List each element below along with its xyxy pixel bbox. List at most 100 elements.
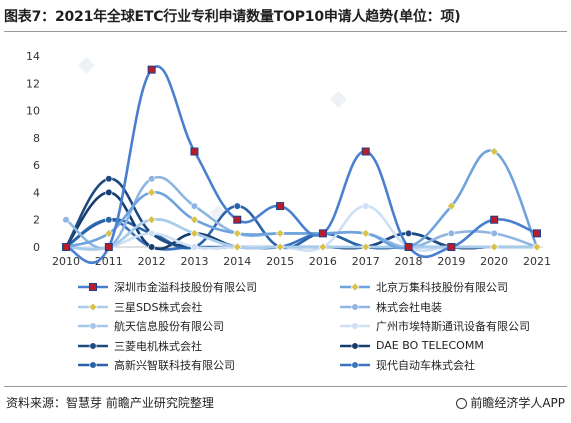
data-point bbox=[361, 242, 371, 252]
legend-label: 北京万集科技股份有限公司 bbox=[376, 281, 508, 294]
data-point bbox=[190, 228, 199, 238]
legend-item: 高新兴智联科技有限公司 bbox=[78, 356, 235, 374]
data-point bbox=[275, 228, 285, 238]
source-note: 资料来源：智慧芽 前瞻产业研究院整理 bbox=[6, 396, 214, 410]
data-point bbox=[190, 243, 199, 251]
data-point bbox=[351, 322, 359, 330]
data-point bbox=[318, 242, 328, 252]
brand-logo-icon bbox=[456, 398, 468, 409]
legend-item: 现代自动车株式会社 bbox=[340, 356, 475, 374]
y-tick-label: 0 bbox=[33, 241, 40, 254]
data-point bbox=[351, 361, 359, 369]
y-tick-label: 4 bbox=[33, 186, 40, 199]
data-point bbox=[105, 216, 113, 224]
data-point bbox=[350, 282, 360, 292]
x-tick-label: 2017 bbox=[352, 255, 380, 268]
data-point bbox=[104, 243, 113, 251]
legend-swatch bbox=[78, 361, 108, 369]
data-point bbox=[361, 147, 370, 156]
legend-item: 广州市埃特斯通讯设备有限公司 bbox=[340, 317, 530, 335]
series-line-group bbox=[62, 65, 541, 264]
data-point bbox=[190, 202, 199, 210]
legend-label: 深圳市金溢科技股份有限公司 bbox=[114, 281, 257, 294]
data-point bbox=[147, 215, 157, 225]
source-divider bbox=[4, 386, 567, 387]
data-point bbox=[232, 228, 242, 238]
legend-swatch bbox=[340, 361, 370, 369]
data-point bbox=[533, 229, 541, 238]
data-point bbox=[532, 242, 542, 252]
legend-swatch bbox=[78, 322, 108, 330]
data-point bbox=[447, 243, 456, 251]
data-point bbox=[104, 228, 114, 238]
x-tick-label: 2014 bbox=[223, 255, 251, 268]
data-point bbox=[89, 322, 97, 330]
brand-text: 前瞻经济学人APP bbox=[470, 396, 565, 410]
legend-item: 深圳市金溢科技股份有限公司 bbox=[78, 278, 257, 296]
data-point bbox=[446, 201, 456, 211]
data-point bbox=[148, 243, 156, 251]
x-tick-label: 2019 bbox=[437, 255, 465, 268]
data-point bbox=[105, 188, 113, 197]
legend-item: 航天信息股份有限公司 bbox=[78, 317, 224, 335]
data-point bbox=[351, 341, 359, 350]
data-point bbox=[89, 283, 97, 291]
data-point bbox=[404, 243, 413, 251]
legend-swatch bbox=[340, 322, 370, 330]
data-point bbox=[62, 216, 70, 224]
x-tick-label: 2012 bbox=[138, 255, 166, 268]
data-point bbox=[362, 202, 370, 210]
legend-item: 三菱电机株式会社 bbox=[78, 337, 202, 355]
y-tick-label: 12 bbox=[26, 77, 40, 90]
data-point bbox=[88, 302, 98, 311]
data-point bbox=[233, 202, 241, 210]
data-point bbox=[148, 229, 156, 237]
legend-item: 株式会社电装 bbox=[340, 298, 442, 316]
data-point bbox=[105, 175, 113, 183]
x-tick-label: 2018 bbox=[395, 255, 423, 268]
data-point bbox=[89, 341, 97, 350]
legend-label: 株式会社电装 bbox=[376, 300, 442, 314]
legend-swatch bbox=[340, 341, 370, 350]
legend-label: 现代自动车株式会社 bbox=[376, 359, 475, 372]
x-tick-label: 2021 bbox=[523, 255, 551, 268]
data-point bbox=[489, 147, 499, 156]
legend-item: 三星SDS株式会社 bbox=[78, 298, 202, 316]
data-point bbox=[89, 361, 97, 369]
data-point bbox=[490, 229, 498, 237]
legend-label: DAE BO TELECOMM bbox=[376, 339, 484, 352]
data-point bbox=[147, 188, 157, 197]
data-point bbox=[276, 202, 285, 211]
data-point bbox=[404, 229, 413, 237]
watermark-1: ◆ bbox=[78, 52, 95, 77]
x-tick-label: 2010 bbox=[52, 255, 80, 268]
title-divider bbox=[4, 31, 567, 32]
legend-label: 三星SDS株式会社 bbox=[114, 300, 203, 314]
data-point bbox=[232, 242, 242, 252]
x-tick-label: 2020 bbox=[480, 255, 508, 268]
x-tick-label: 2015 bbox=[266, 255, 294, 268]
data-point bbox=[148, 175, 156, 183]
legend-item: DAE BO TELECOMM bbox=[340, 337, 484, 355]
data-point bbox=[147, 65, 156, 74]
data-point bbox=[318, 229, 327, 238]
x-tick-label: 2013 bbox=[180, 255, 208, 268]
y-tick-label: 8 bbox=[33, 132, 40, 145]
data-point bbox=[351, 302, 359, 311]
legend-label: 高新兴智联科技有限公司 bbox=[114, 359, 235, 372]
legend-item: 北京万集科技股份有限公司 bbox=[340, 278, 508, 296]
watermark-2: ◆ bbox=[330, 86, 347, 111]
data-point bbox=[275, 242, 285, 252]
y-tick-label: 6 bbox=[33, 159, 40, 172]
data-point bbox=[447, 229, 455, 237]
legend-swatch bbox=[78, 341, 108, 350]
legend-label: 广州市埃特斯通讯设备有限公司 bbox=[376, 320, 530, 333]
y-tick-label: 2 bbox=[33, 214, 40, 227]
data-point bbox=[190, 215, 199, 225]
data-point bbox=[490, 215, 499, 224]
legend-swatch bbox=[78, 283, 108, 291]
y-tick-label: 10 bbox=[26, 105, 40, 118]
data-point bbox=[233, 215, 242, 224]
data-point bbox=[190, 147, 199, 156]
